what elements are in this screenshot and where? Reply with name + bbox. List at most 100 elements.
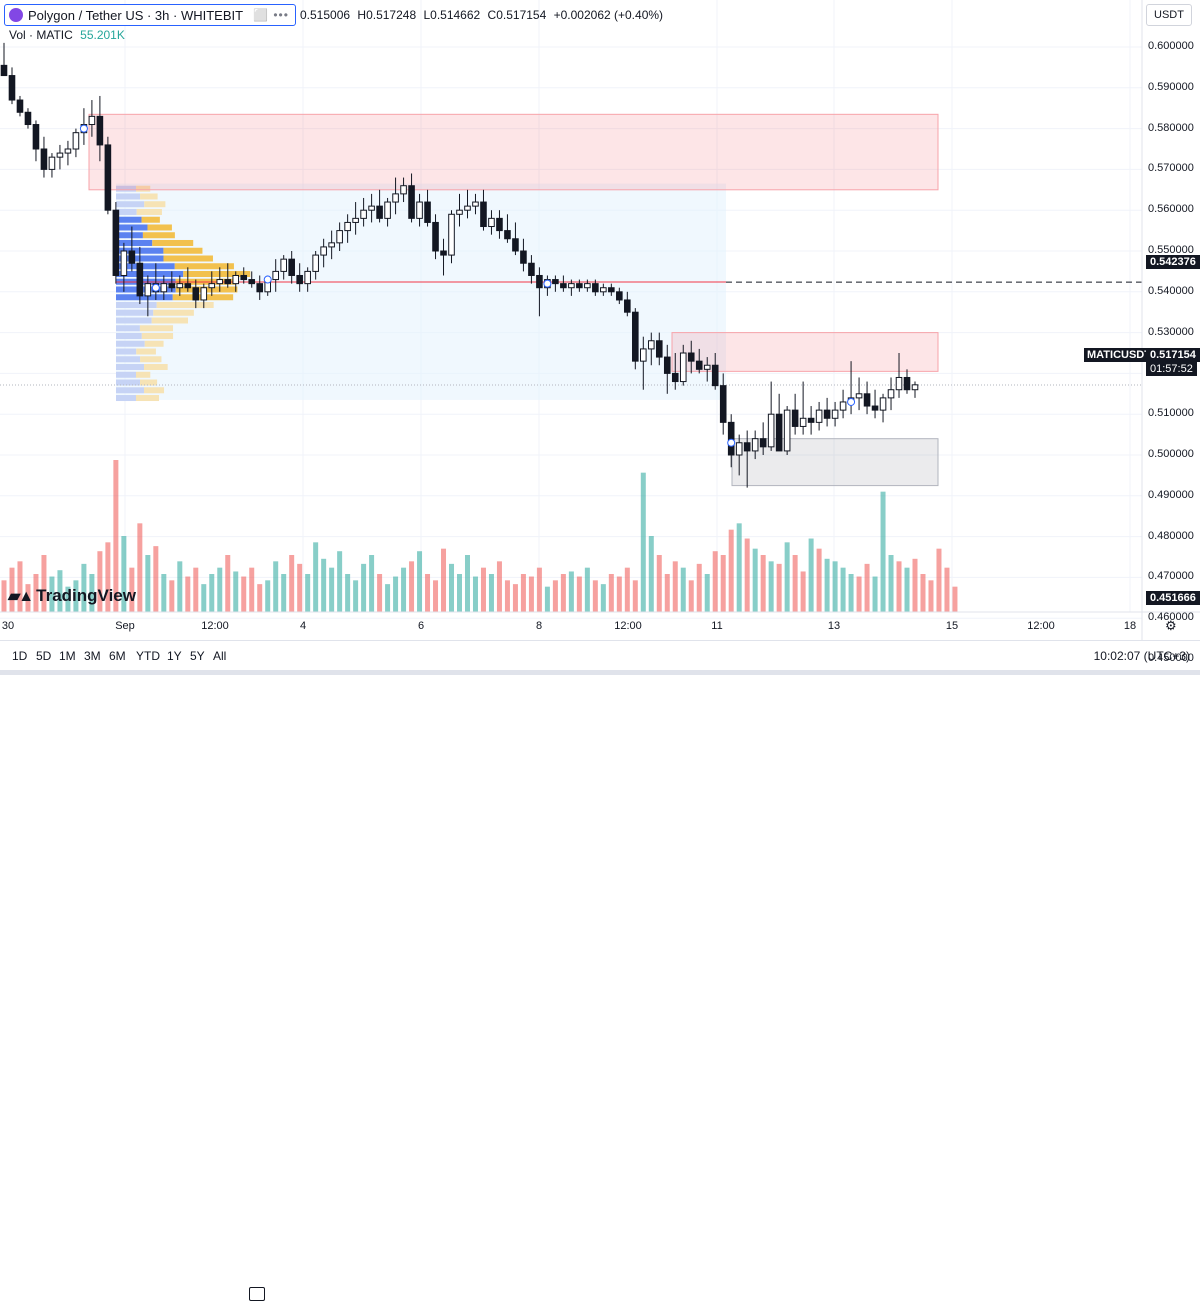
candle-body[interactable] (360, 209, 367, 219)
candle-body[interactable] (663, 356, 671, 374)
price-chart[interactable] (0, 0, 1200, 640)
candle-body[interactable] (911, 384, 919, 391)
candle-body[interactable] (560, 283, 567, 289)
candle-body[interactable] (144, 283, 152, 297)
candle-body[interactable] (855, 393, 863, 399)
range-button-5d[interactable]: 5D (36, 649, 52, 663)
candle-body[interactable] (328, 242, 335, 248)
candle-body[interactable] (376, 205, 383, 219)
candle-body[interactable] (520, 250, 527, 264)
event-marker-icon[interactable] (543, 279, 552, 288)
candle-body[interactable] (719, 385, 727, 423)
candle-body[interactable] (512, 238, 519, 252)
candle-body[interactable] (88, 115, 96, 126)
symbol-legend[interactable]: Polygon / Tether US · 3h · WHITEBIT ⬜ ••… (4, 4, 296, 26)
candle-body[interactable] (823, 409, 831, 419)
candle-body[interactable] (584, 283, 591, 289)
candle-body[interactable] (448, 213, 455, 256)
candle-body[interactable] (64, 148, 72, 154)
candle-body[interactable] (528, 262, 535, 276)
candle-body[interactable] (104, 144, 112, 211)
candle-body[interactable] (384, 201, 391, 219)
candle-body[interactable] (256, 283, 264, 293)
candle-body[interactable] (735, 442, 743, 456)
candle-body[interactable] (200, 287, 208, 301)
range-button-1y[interactable]: 1Y (167, 649, 182, 663)
candle-body[interactable] (632, 311, 639, 362)
candle-body[interactable] (775, 413, 783, 452)
candle-body[interactable] (799, 417, 807, 427)
candle-body[interactable] (192, 287, 200, 301)
candle-body[interactable] (639, 348, 647, 362)
supply-zone[interactable] (88, 113, 939, 191)
range-button-1d[interactable]: 1D (12, 649, 28, 663)
candle-body[interactable] (568, 283, 575, 289)
candle-body[interactable] (32, 124, 40, 150)
candle-body[interactable] (879, 397, 887, 411)
candle-body[interactable] (0, 64, 8, 77)
event-marker-icon[interactable] (79, 124, 88, 133)
candle-body[interactable] (272, 270, 280, 281)
candle-body[interactable] (576, 283, 583, 289)
candle-body[interactable] (759, 438, 767, 448)
candle-body[interactable] (671, 372, 679, 383)
candle-body[interactable] (296, 274, 303, 285)
range-button-1m[interactable]: 1M (59, 649, 76, 663)
candle-body[interactable] (248, 279, 256, 285)
candle-body[interactable] (767, 413, 775, 448)
candle-body[interactable] (456, 209, 463, 215)
candle-body[interactable] (424, 201, 431, 223)
candle-body[interactable] (472, 201, 479, 207)
candle-body[interactable] (608, 287, 615, 293)
range-button-5y[interactable]: 5Y (190, 649, 205, 663)
candle-body[interactable] (679, 352, 687, 383)
candle-body[interactable] (504, 230, 511, 240)
candle-body[interactable] (536, 274, 543, 289)
candle-body[interactable] (871, 405, 879, 411)
candle-body[interactable] (312, 254, 319, 272)
candle-body[interactable] (592, 283, 599, 293)
range-button-6m[interactable]: 6M (109, 649, 126, 663)
candle-body[interactable] (783, 409, 791, 452)
candle-body[interactable] (408, 185, 415, 219)
candle-body[interactable] (280, 258, 287, 272)
legend-menu-icon[interactable]: ⬜ ••• (253, 8, 289, 22)
candle-body[interactable] (48, 156, 56, 170)
range-button-3m[interactable]: 3M (84, 649, 101, 663)
volume-legend[interactable]: Vol · MATIC 55.201K (9, 28, 125, 42)
candle-body[interactable] (344, 221, 351, 232)
candle-body[interactable] (711, 364, 719, 387)
candle-body[interactable] (120, 250, 128, 276)
candle-body[interactable] (216, 279, 224, 285)
candle-body[interactable] (903, 376, 911, 391)
candle-body[interactable] (791, 409, 799, 427)
range-button-ytd[interactable]: YTD (136, 649, 160, 663)
event-marker-icon[interactable] (847, 397, 856, 406)
candle-body[interactable] (464, 205, 471, 211)
candle-body[interactable] (56, 152, 64, 158)
candle-body[interactable] (24, 111, 32, 126)
gear-icon[interactable]: ⚙ (1165, 618, 1177, 633)
candle-body[interactable] (128, 250, 136, 264)
candle-body[interactable] (168, 283, 176, 289)
candle-body[interactable] (647, 340, 655, 350)
candle-body[interactable] (72, 132, 80, 150)
candle-body[interactable] (440, 250, 447, 256)
candle-body[interactable] (552, 279, 559, 285)
candle-body[interactable] (16, 99, 24, 113)
candle-body[interactable] (400, 185, 407, 195)
candle-body[interactable] (136, 262, 144, 297)
candle-body[interactable] (288, 258, 295, 276)
calendar-icon[interactable] (249, 1287, 265, 1301)
candle-body[interactable] (480, 201, 487, 228)
candle-body[interactable] (432, 221, 439, 252)
candle-body[interactable] (416, 201, 423, 219)
candle-body[interactable] (727, 421, 735, 456)
candle-body[interactable] (743, 442, 751, 452)
event-marker-icon[interactable] (263, 275, 272, 284)
candle-body[interactable] (616, 291, 623, 301)
range-button-all[interactable]: All (213, 649, 227, 663)
candle-body[interactable] (336, 230, 343, 244)
candle-body[interactable] (687, 352, 695, 362)
candle-body[interactable] (863, 393, 871, 407)
